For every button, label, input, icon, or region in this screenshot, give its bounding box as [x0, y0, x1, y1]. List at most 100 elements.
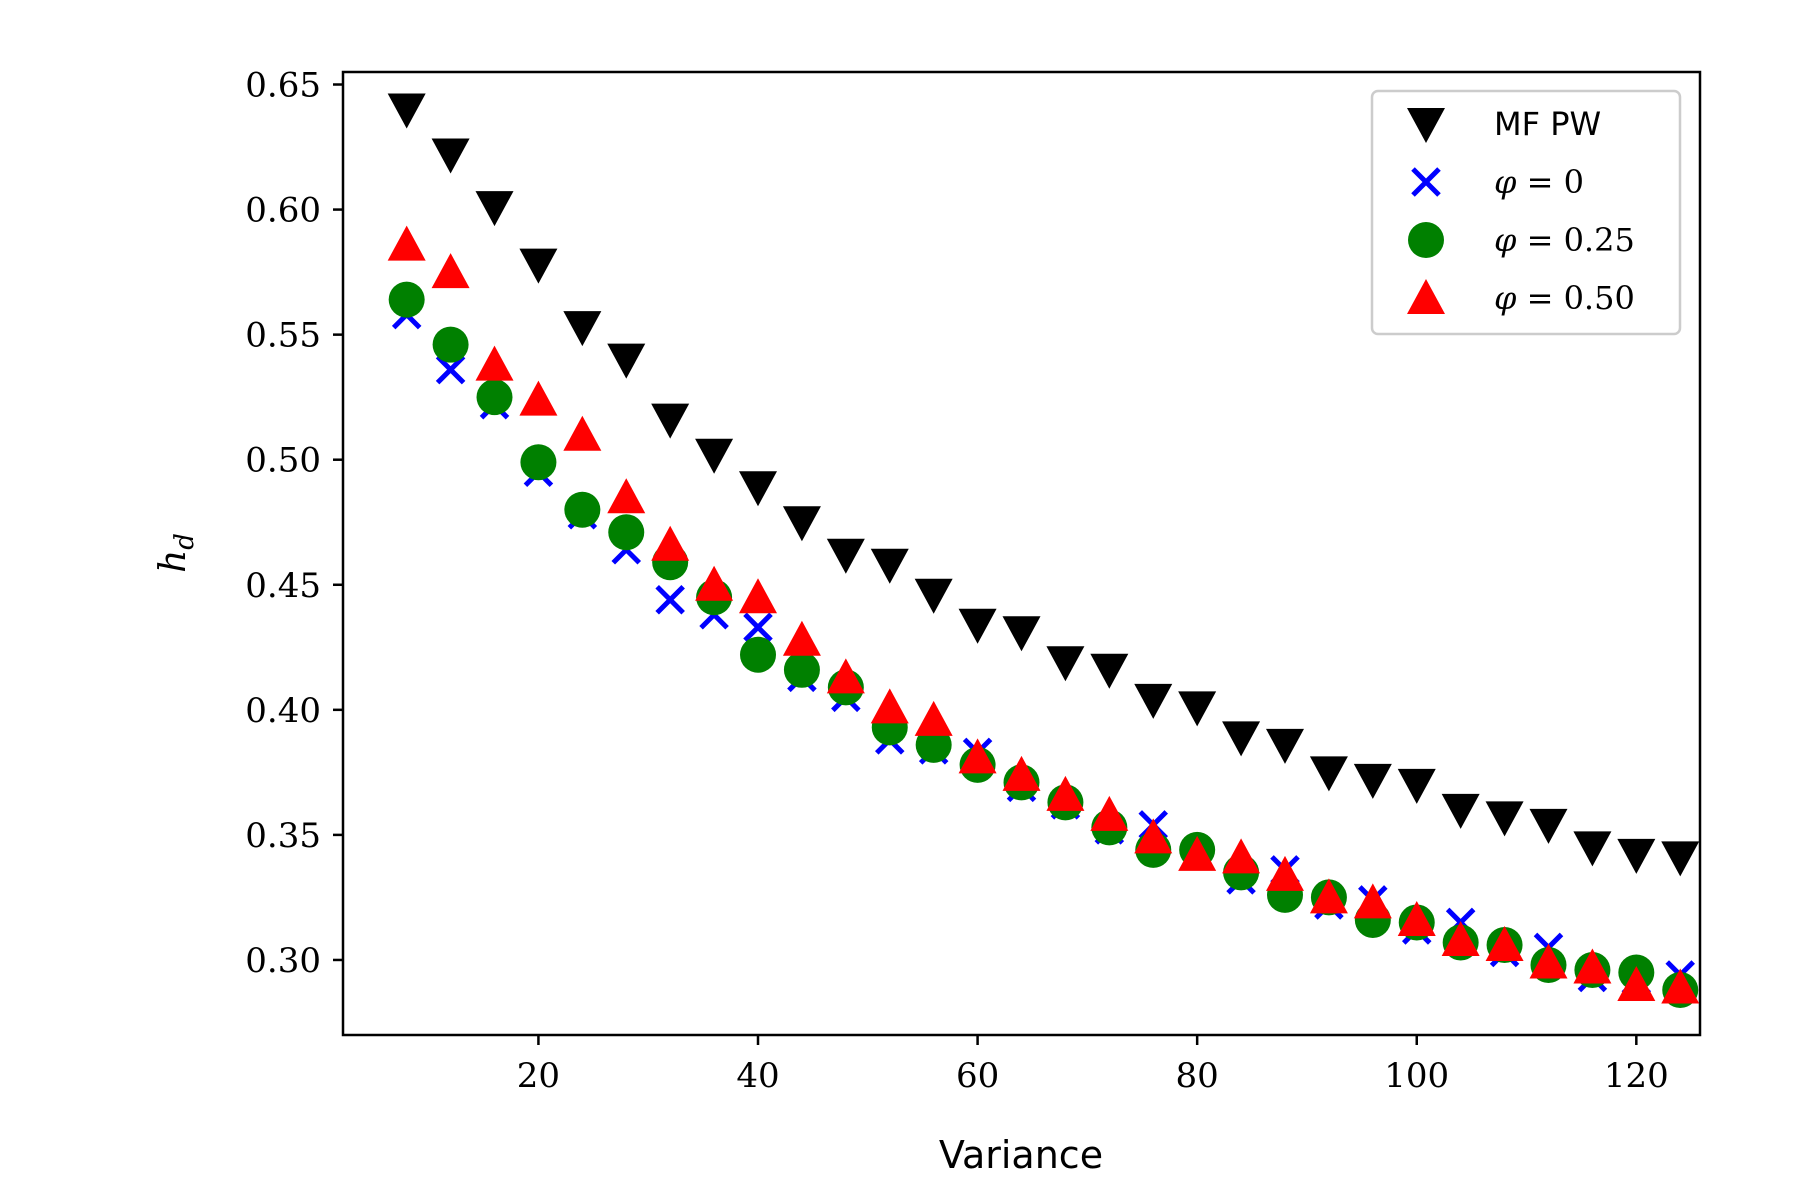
- data-point: [607, 343, 646, 379]
- x-tick-label: 80: [1176, 1056, 1219, 1096]
- data-point: [519, 380, 558, 416]
- data-point: [1178, 691, 1217, 727]
- data-point: [826, 658, 865, 694]
- data-point: [695, 438, 734, 474]
- data-point: [695, 565, 734, 601]
- legend-label: MF PW: [1494, 105, 1601, 143]
- data-point: [1441, 793, 1480, 829]
- data-point: [1309, 878, 1348, 914]
- data-point: [782, 620, 821, 656]
- legend-label: φ = 0.50: [1494, 279, 1635, 317]
- data-point: [914, 700, 953, 736]
- data-point: [1397, 768, 1436, 804]
- data-point: [1529, 943, 1568, 979]
- data-point: [1573, 948, 1612, 984]
- y-axis: 0.30 0.35 0.40 0.45 0.50 0.55 0.60 0.65: [245, 66, 343, 981]
- legend-item: φ = 0.25: [1408, 221, 1635, 259]
- y-tick-label: 0.45: [245, 566, 321, 606]
- series-0: [387, 93, 1700, 877]
- data-point: [743, 612, 773, 643]
- legend-box: [1370, 89, 1682, 336]
- legend-marker: [1411, 167, 1441, 197]
- series-3: [387, 225, 1700, 1004]
- data-point: [1222, 838, 1261, 874]
- legend-item: φ = 0.50: [1407, 279, 1635, 317]
- data-point: [914, 578, 953, 614]
- data-point: [475, 345, 514, 381]
- data-point: [1265, 728, 1304, 764]
- data-point: [1090, 795, 1129, 831]
- y-tick-label: 0.30: [245, 941, 321, 981]
- data-point: [1485, 801, 1524, 837]
- legend-marker: [1407, 279, 1445, 314]
- data-point: [782, 506, 821, 542]
- data-point: [563, 415, 602, 451]
- x-tick-label: 20: [517, 1056, 560, 1096]
- data-point: [826, 538, 865, 574]
- legend-item: φ = 0: [1411, 163, 1584, 201]
- data-point: [1134, 683, 1173, 719]
- x-tick-label: 120: [1604, 1056, 1669, 1096]
- legend-label: φ = 0.25: [1494, 221, 1635, 259]
- data-point: [1309, 756, 1348, 792]
- data-point: [1529, 808, 1568, 844]
- data-point: [1485, 925, 1524, 961]
- data-point: [1353, 763, 1392, 799]
- data-point: [387, 225, 426, 261]
- data-point: [563, 311, 602, 347]
- data-point: [783, 651, 820, 688]
- data-point: [1617, 838, 1656, 874]
- data-point: [739, 578, 778, 614]
- data-point: [651, 525, 690, 561]
- data-point: [520, 444, 557, 481]
- data-point: [655, 585, 685, 615]
- data-point: [651, 403, 690, 439]
- y-tick-label: 0.50: [245, 441, 321, 481]
- data-point: [739, 471, 778, 507]
- x-axis-label: Variance: [939, 1133, 1103, 1177]
- data-series: [387, 93, 1700, 1008]
- legend-marker: [1408, 222, 1444, 258]
- data-point: [1353, 883, 1392, 919]
- data-point: [740, 636, 777, 673]
- data-point: [432, 326, 469, 363]
- data-point: [1617, 965, 1656, 1001]
- data-point: [1046, 775, 1085, 811]
- data-point: [870, 688, 909, 724]
- data-point: [1134, 818, 1173, 854]
- x-axis: 20 40 60 80 100 120: [517, 1035, 1669, 1096]
- data-point: [564, 491, 601, 528]
- data-point: [1046, 646, 1085, 682]
- data-point: [388, 281, 425, 318]
- data-point: [1222, 721, 1261, 757]
- data-point: [870, 548, 909, 584]
- data-point: [958, 608, 997, 644]
- legend-item: MF PW: [1407, 105, 1601, 143]
- data-point: [431, 138, 470, 174]
- y-tick-label: 0.35: [245, 816, 321, 856]
- y-axis-label: hd: [153, 533, 200, 573]
- data-point: [519, 248, 558, 284]
- data-point: [1265, 855, 1304, 891]
- data-point: [1661, 968, 1700, 1004]
- data-point: [1397, 900, 1436, 936]
- legend-label: φ = 0: [1494, 163, 1584, 201]
- y-tick-label: 0.40: [245, 691, 321, 731]
- data-point: [475, 191, 514, 227]
- data-point: [958, 738, 997, 774]
- legend: MF PW φ = 0 φ = 0.25 φ = 0.50: [1370, 89, 1682, 336]
- data-point: [608, 514, 645, 551]
- data-point: [1002, 616, 1041, 652]
- data-point: [607, 478, 646, 514]
- data-point: [435, 354, 466, 385]
- data-point: [1002, 755, 1041, 791]
- y-tick-label: 0.60: [245, 191, 321, 231]
- y-tick-label: 0.65: [245, 66, 321, 106]
- legend-marker: [1407, 108, 1445, 143]
- data-point: [1661, 841, 1700, 877]
- x-tick-label: 40: [736, 1056, 779, 1096]
- data-point: [1090, 653, 1129, 689]
- data-point: [1441, 920, 1480, 956]
- y-tick-label: 0.55: [245, 316, 321, 356]
